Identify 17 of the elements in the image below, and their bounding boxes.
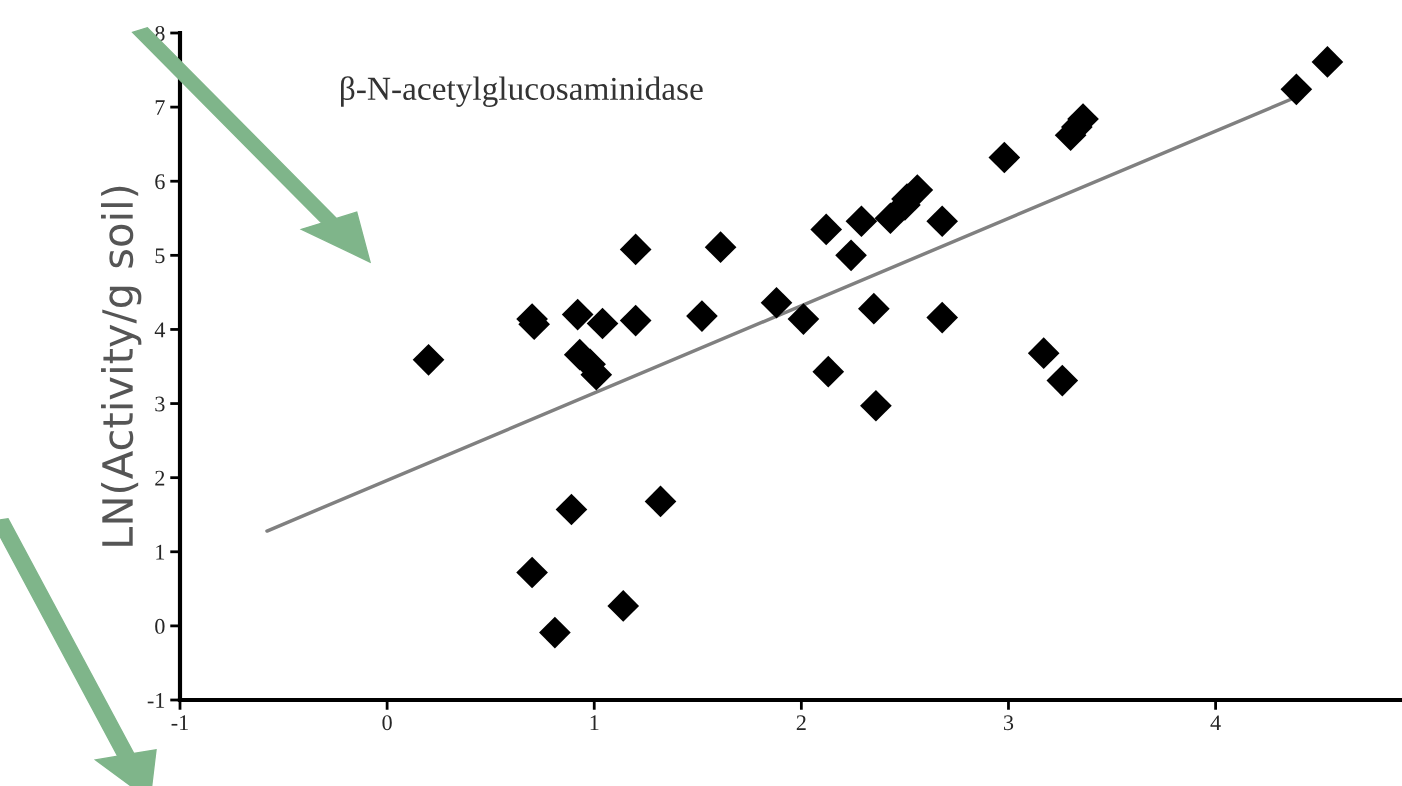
y-tick-label: -1 [147, 693, 165, 708]
y-tick-label: 3 [155, 396, 165, 412]
y-tick-label: 4 [154, 322, 166, 338]
x-tick-label: 0 [382, 715, 392, 731]
y-tick-label: 5 [155, 248, 165, 264]
y-tick-label: 6 [155, 174, 165, 190]
x-tick-label: -1 [171, 715, 188, 730]
y-tick-label: 0 [155, 618, 165, 634]
x-tick-label: 2 [796, 715, 806, 730]
annotation: β-N-acetylglucosaminidase [341, 76, 703, 107]
y-tick-label: 1 [156, 544, 165, 560]
y-tick-label: 2 [155, 470, 165, 486]
x-tick-label: 1 [590, 715, 599, 730]
y-tick-label: 7 [155, 100, 165, 115]
x-tick-label: 3 [1003, 715, 1014, 731]
y-axis-title: LN(Activity/g soil) [101, 186, 142, 546]
x-tick-label: 4 [1210, 715, 1221, 730]
